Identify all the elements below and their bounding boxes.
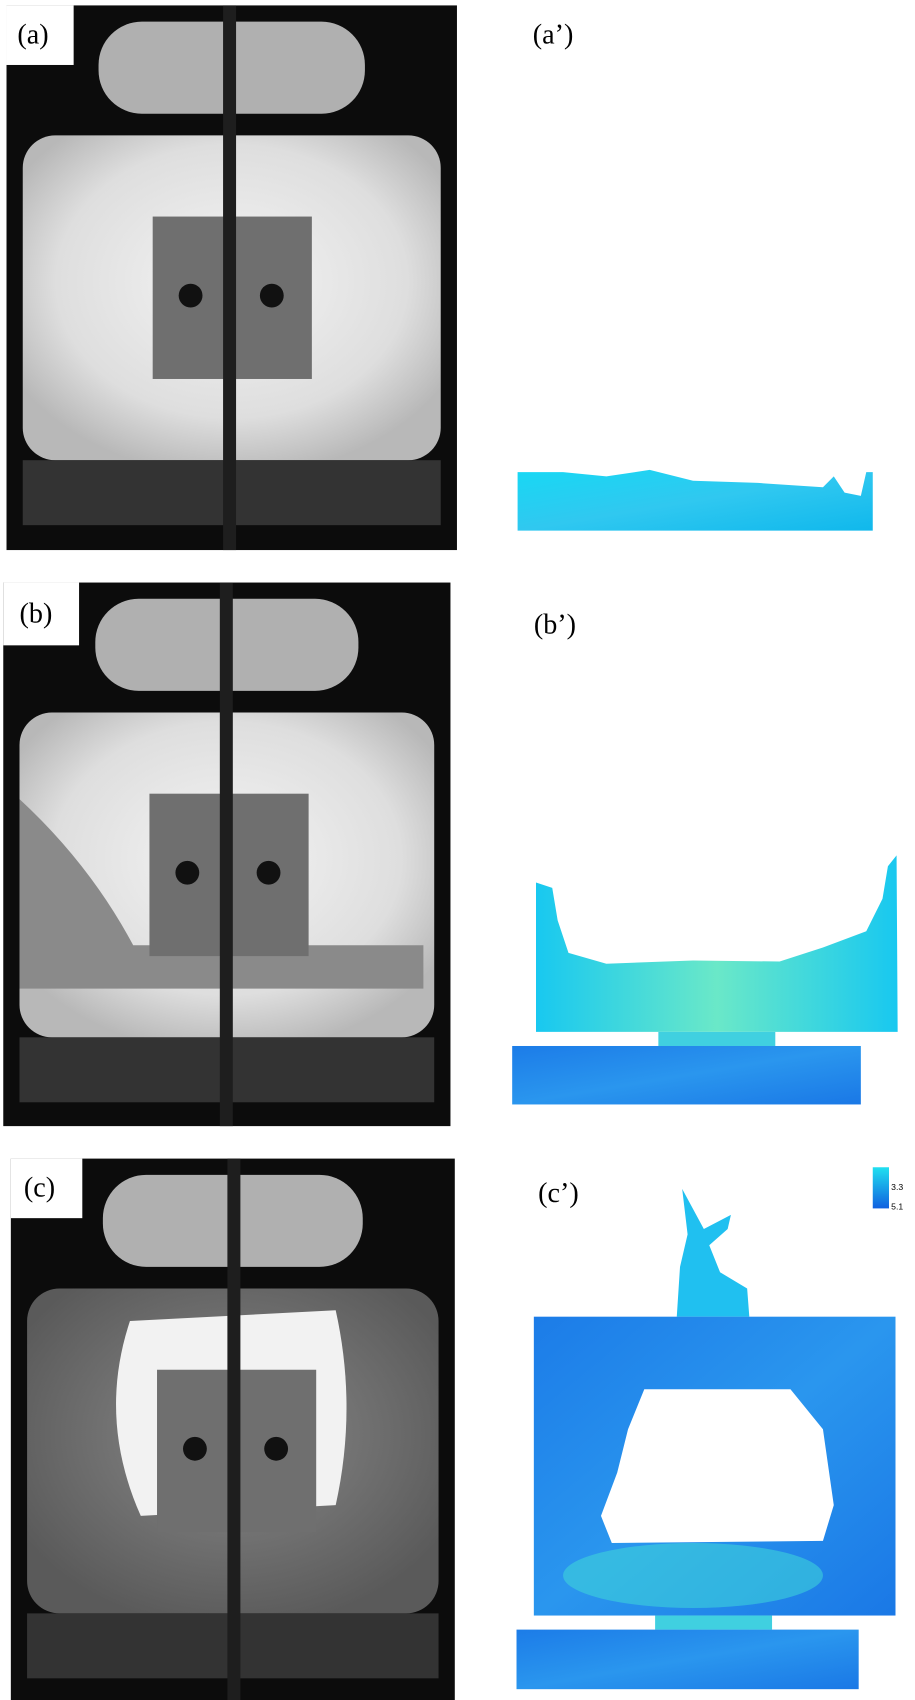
panel-label: (b’)	[534, 609, 576, 640]
panel-label: (a)	[17, 19, 48, 50]
colorbar-label: 5.1	[891, 1201, 903, 1211]
photo-rod	[220, 583, 233, 1127]
photo-hole	[175, 861, 199, 885]
photo-hole	[179, 284, 203, 308]
panel-label: (c)	[24, 1172, 55, 1203]
colorbar-label: 3.3	[891, 1182, 903, 1192]
panel-label: (b)	[20, 599, 53, 630]
photo-rod	[223, 5, 236, 550]
simulation-a	[518, 470, 873, 531]
photo-hole	[257, 861, 281, 885]
photo-rod	[227, 1159, 240, 1700]
simulation-b	[512, 855, 897, 1104]
photo-hole	[260, 284, 284, 308]
photo-hole	[264, 1437, 288, 1461]
simulation-c: 3.3 5.1	[517, 1167, 904, 1689]
figure: 3.3 5.1 (a) (a’) (b) (b’) (c) (c’)	[0, 0, 915, 1700]
photo-hole	[183, 1437, 207, 1461]
panel-label: (c’)	[538, 1178, 579, 1209]
colorbar	[873, 1167, 889, 1208]
panel-label: (a’)	[533, 19, 574, 50]
photos	[3, 5, 457, 1700]
